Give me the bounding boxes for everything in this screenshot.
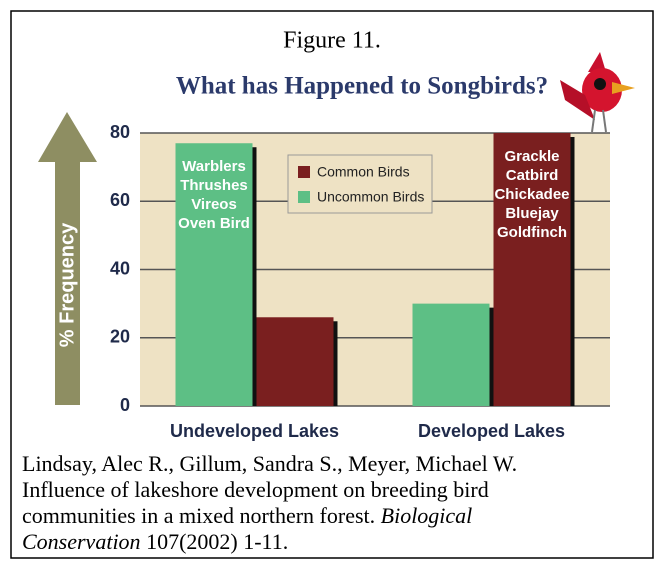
bar (257, 317, 334, 406)
x-tick-label: Undeveloped Lakes (170, 421, 339, 441)
legend-label: Common Birds (317, 164, 410, 180)
bar-annotation: Oven Bird (178, 215, 250, 232)
legend-label: Uncommon Birds (317, 189, 424, 205)
y-tick-label: 40 (110, 258, 130, 278)
figure: Figure 11. What has Happened to Songbird… (0, 0, 665, 570)
page: Figure 11. What has Happened to Songbird… (0, 0, 665, 570)
x-tick-label: Developed Lakes (418, 421, 565, 441)
bar-annotation: Vireos (191, 196, 237, 213)
citation-text: Conservation (22, 529, 141, 554)
bar-annotation: Thrushes (180, 177, 248, 194)
figure-label: Figure 11. (283, 28, 381, 54)
chart-title: What has Happened to Songbirds? (176, 73, 548, 100)
y-tick-label: 80 (110, 122, 130, 142)
citation-text: Influence of lakeshore development on br… (22, 477, 489, 502)
bar-annotation: Warblers (182, 158, 246, 175)
citation-text: 107(2002) 1-11. (141, 529, 289, 554)
bar-annotation: Goldfinch (497, 224, 567, 241)
citation-text: Lindsay, Alec R., Gillum, Sandra S., Mey… (22, 451, 517, 476)
bar-annotation: Catbird (506, 167, 559, 184)
y-tick-label: 20 (110, 327, 130, 347)
legend-swatch (298, 166, 310, 178)
citation-text: communities in a mixed northern forest. (22, 503, 381, 528)
y-tick-label: 0 (120, 395, 130, 415)
legend-swatch (298, 191, 310, 203)
bar-annotation: Bluejay (505, 205, 559, 222)
bar-annotation: Chickadee (494, 186, 569, 203)
y-tick-label: 60 (110, 190, 130, 210)
bar (413, 304, 490, 406)
bar-annotation: Grackle (504, 148, 559, 165)
y-axis-label: % Frequency (56, 222, 78, 347)
citation-text: Biological (381, 503, 473, 528)
